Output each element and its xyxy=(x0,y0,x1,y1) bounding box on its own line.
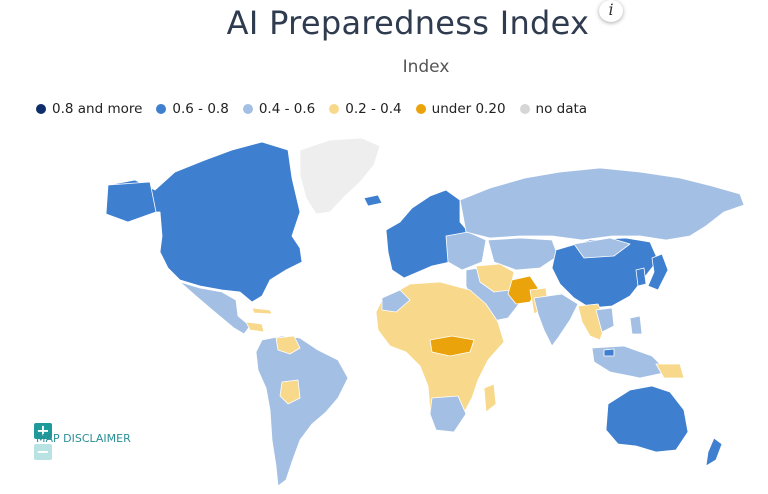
region-papua[interactable] xyxy=(655,363,685,379)
region-russia[interactable] xyxy=(459,167,745,241)
legend-item-0.2-0.4[interactable]: 0.2 - 0.4 xyxy=(329,101,402,117)
legend-label: 0.2 - 0.4 xyxy=(345,101,402,117)
map-disclaimer-link[interactable]: MAP DISCLAIMER xyxy=(36,432,131,445)
legend-dot xyxy=(415,104,426,114)
region-alaska[interactable] xyxy=(105,181,157,223)
zoom-out-button[interactable]: − xyxy=(34,444,52,460)
region-indonesia-malaysia[interactable] xyxy=(591,345,669,379)
region-eastern-europe[interactable] xyxy=(445,231,487,271)
legend-dot xyxy=(156,104,167,114)
world-map[interactable] xyxy=(0,130,768,494)
map-subtitle: Index xyxy=(402,57,450,77)
region-central-africa[interactable] xyxy=(429,335,475,357)
region-mexico[interactable] xyxy=(179,281,251,335)
region-north-america[interactable] xyxy=(107,141,303,303)
region-north-africa[interactable] xyxy=(381,289,411,313)
info-button[interactable]: i xyxy=(599,0,623,22)
region-central-asia[interactable] xyxy=(487,237,559,271)
legend-label: 0.8 and more xyxy=(52,101,143,117)
region-indochina[interactable] xyxy=(595,307,615,333)
region-india[interactable] xyxy=(533,293,579,347)
region-korea[interactable] xyxy=(635,267,647,287)
legend-label: no data xyxy=(535,101,588,117)
legend-dot xyxy=(242,104,253,114)
region-new-zealand[interactable] xyxy=(705,437,723,467)
legend-item-0.4-0.6[interactable]: 0.4 - 0.6 xyxy=(242,101,316,117)
region-singapore[interactable] xyxy=(603,348,615,357)
legend-label: 0.6 - 0.8 xyxy=(172,101,229,117)
region-mongolia[interactable] xyxy=(573,237,631,259)
region-philippines[interactable] xyxy=(629,315,643,335)
region-iceland[interactable] xyxy=(363,194,383,207)
region-south-africa[interactable] xyxy=(429,395,467,433)
legend-item-0.8-and-more[interactable]: 0.8 and more xyxy=(36,101,142,117)
region-china[interactable] xyxy=(551,237,659,309)
legend-label: under 0.20 xyxy=(431,101,506,117)
region-south-america[interactable] xyxy=(255,335,349,487)
region-bolivia[interactable] xyxy=(279,379,301,405)
legend-dot xyxy=(36,104,46,114)
region-cuba[interactable] xyxy=(251,307,273,315)
zoom-in-button[interactable]: + xyxy=(34,423,52,439)
legend-item-0.6-0.8[interactable]: 0.6 - 0.8 xyxy=(156,101,229,117)
legend: 0.8 and more 0.6 - 0.8 0.4 - 0.6 0.2 - 0… xyxy=(36,100,601,118)
region-greenland[interactable] xyxy=(299,137,381,215)
legend-dot xyxy=(329,104,340,114)
legend-item-no-data[interactable]: no data xyxy=(519,101,588,117)
region-caribbean[interactable] xyxy=(245,321,265,333)
region-madagascar[interactable] xyxy=(483,383,497,413)
region-afghanistan[interactable] xyxy=(507,275,539,305)
region-australia[interactable] xyxy=(605,385,689,453)
legend-item-under-0.20[interactable]: under 0.20 xyxy=(415,101,506,117)
region-venezuela[interactable] xyxy=(275,335,301,355)
legend-label: 0.4 - 0.6 xyxy=(258,101,316,117)
legend-dot xyxy=(519,104,530,114)
map-title: AI Preparedness Index xyxy=(226,4,590,42)
region-japan[interactable] xyxy=(647,253,669,291)
